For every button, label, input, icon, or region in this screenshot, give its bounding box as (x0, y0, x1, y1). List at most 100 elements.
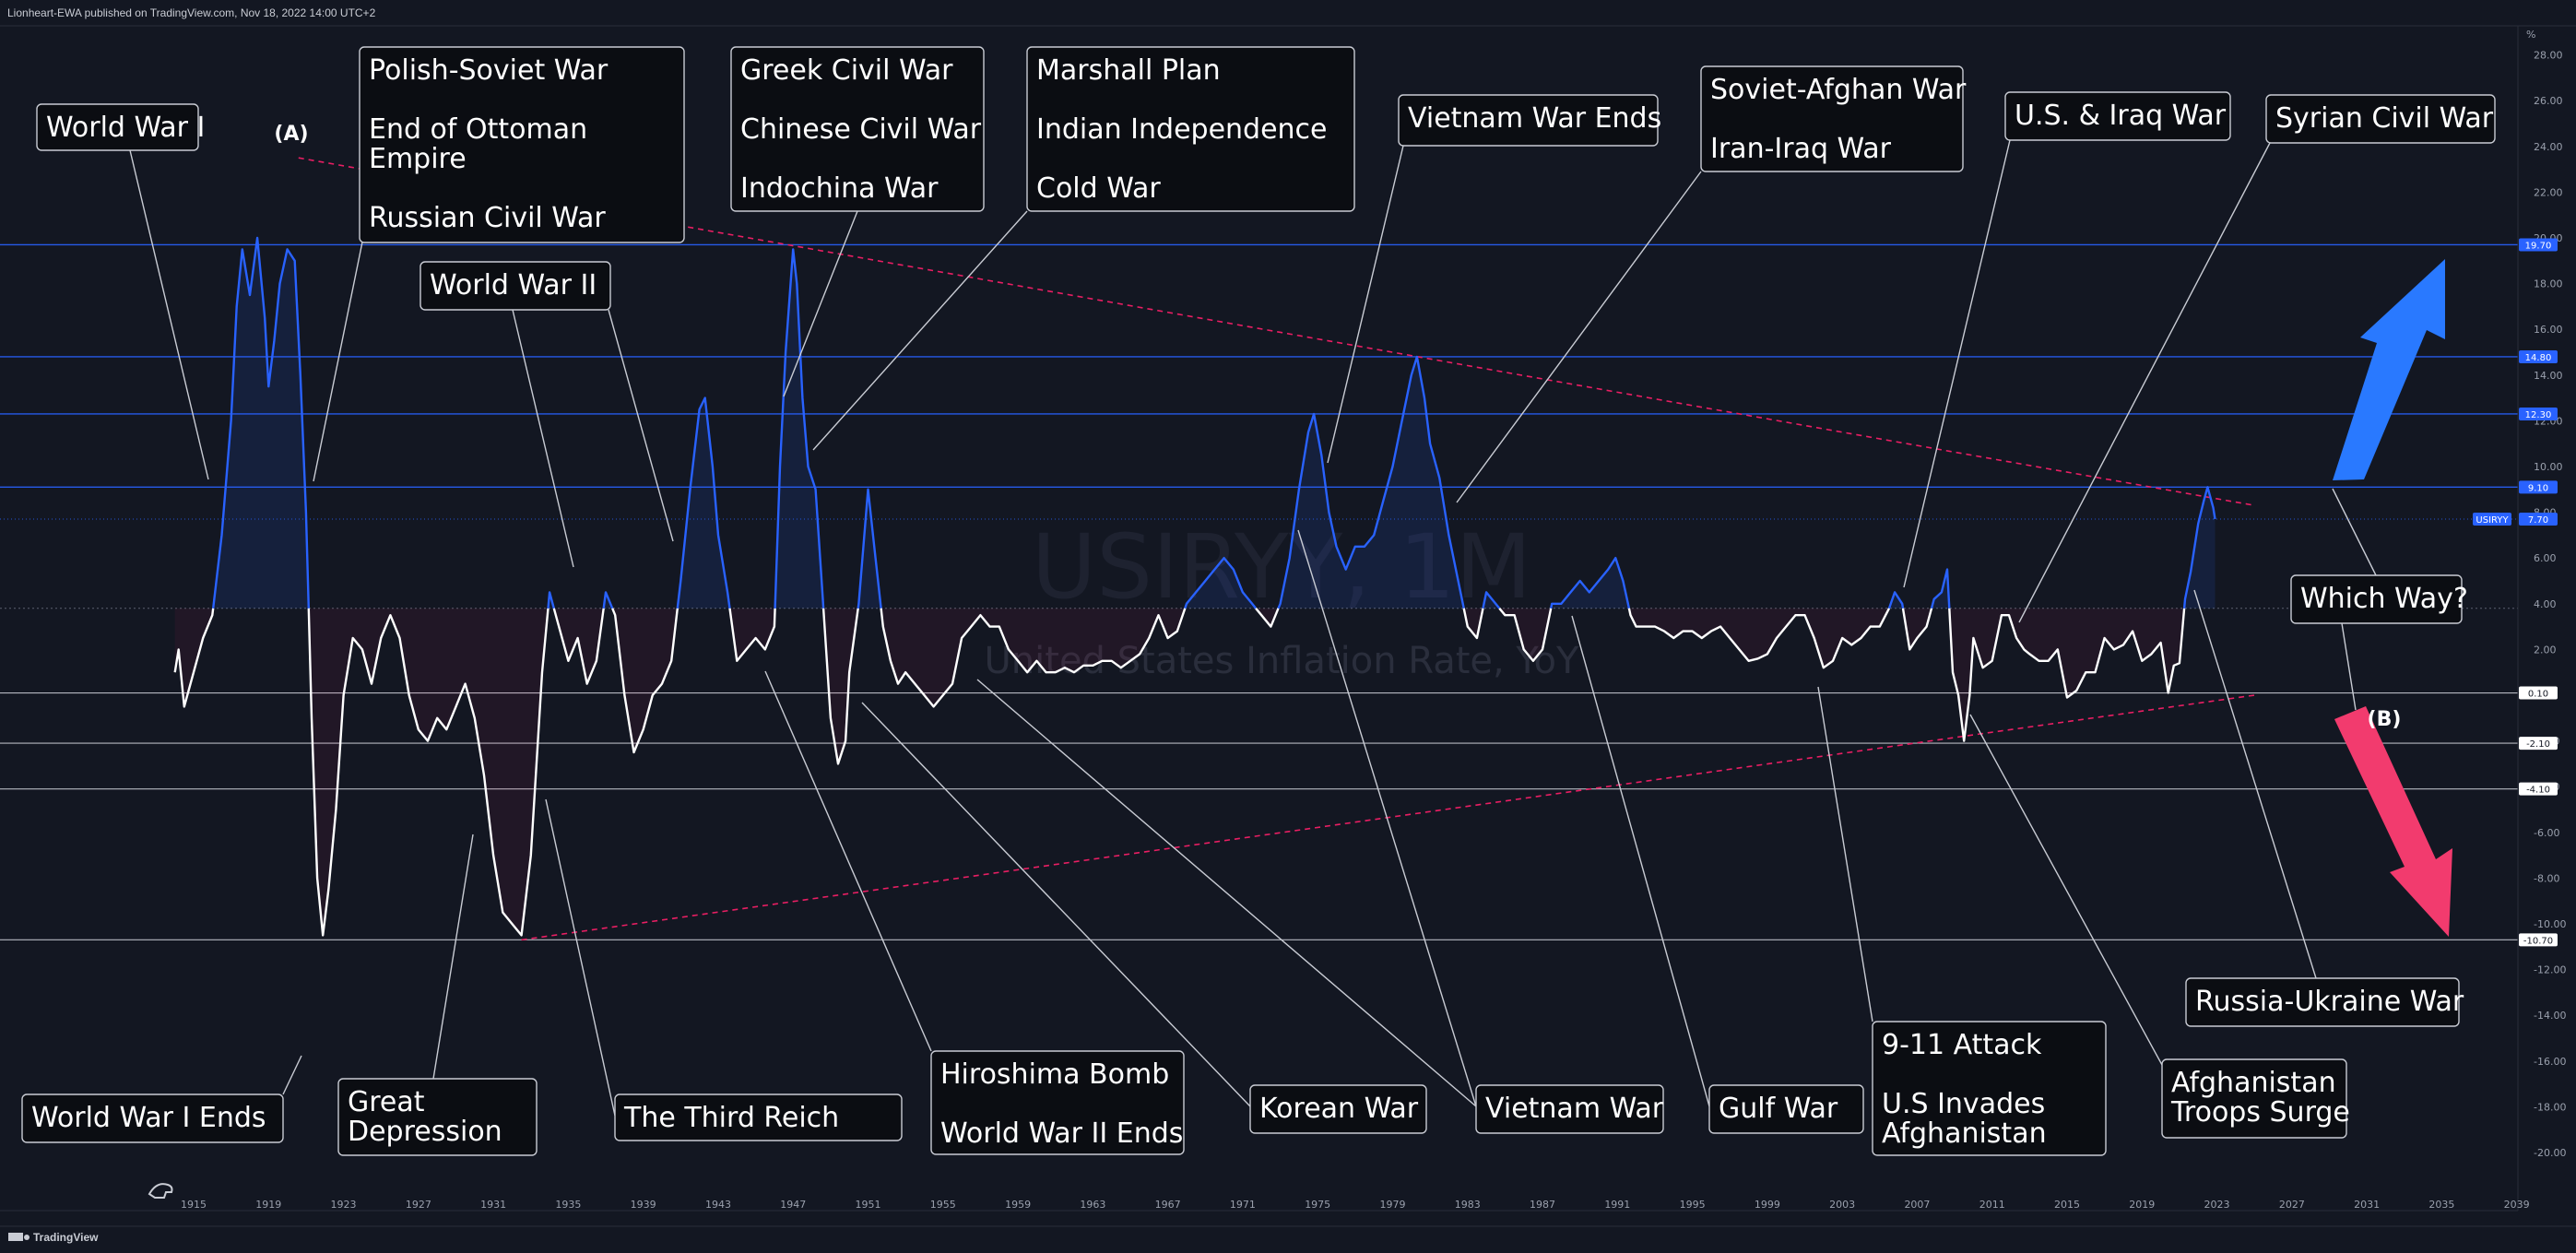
series-segment-above (2182, 486, 2216, 609)
area-fill-below (1949, 608, 2185, 741)
x-tick-label: 2003 (1829, 1199, 1855, 1211)
annotation-leader (129, 149, 209, 480)
y-tick-label: 28.00 (2534, 50, 2563, 62)
annotation-leader (432, 833, 474, 1080)
annotation-box-world-war-1 (36, 103, 199, 151)
arrow-up-icon (2333, 259, 2445, 480)
annotation-text: Iran-Iraq War (1710, 133, 1892, 165)
y-tick-label: -12.00 (2534, 964, 2566, 976)
y-tick-label: -8.00 (2534, 872, 2559, 884)
watermark-description: United States Inflation Rate, YoY (985, 640, 1580, 682)
level-badge (2519, 349, 2558, 363)
x-tick-label: 2007 (1904, 1199, 1930, 1211)
annotation-box-hiroshima (930, 1050, 1185, 1155)
annotation-text: Russia-Ukraine War (2195, 986, 2464, 1018)
series-segment-below (1901, 608, 1933, 651)
annotation-text: Marshall Plan (1036, 54, 1221, 87)
annotation-text: U.S Invades (1882, 1088, 2045, 1120)
annotation-leader (608, 309, 674, 542)
trendlines (298, 157, 2255, 941)
series-segment-above (1930, 568, 1951, 609)
annotation-box-vietnam (1475, 1084, 1664, 1134)
lower-trendline (521, 694, 2255, 941)
annotation-leader (512, 309, 574, 568)
annotation-text: Depression (348, 1116, 502, 1148)
y-axis-ticks[interactable]: 28.0026.0024.0022.0020.0018.0016.0014.00… (2534, 50, 2566, 1159)
annotation-box-great-depression (337, 1078, 538, 1156)
tradingview-footer-brand[interactable]: TradingView (33, 1231, 99, 1244)
x-tick-label: 1971 (1230, 1199, 1256, 1211)
annotation-text: World War II (430, 269, 597, 301)
annotation-leader (764, 670, 932, 1052)
upper-trendline (298, 157, 2255, 506)
annotation-text: World War I Ends (31, 1102, 266, 1134)
x-tick-label: 1987 (1530, 1199, 1555, 1211)
annotation-text: World War II Ends (940, 1117, 1183, 1150)
y-tick-label: 24.00 (2534, 141, 2563, 153)
annotation-text: Indian Independence (1036, 113, 1328, 146)
area-fill-below (553, 608, 604, 684)
x-tick-label: 1975 (1305, 1199, 1330, 1211)
tradingview-logo-icon[interactable] (8, 1233, 30, 1241)
annotation-leaders (129, 128, 2377, 1117)
annotation-text: Hiroshima Bomb (940, 1058, 1169, 1091)
annotation-text: World War I (46, 112, 205, 144)
annotation-leader (2018, 142, 2271, 623)
x-tick-label: 1963 (1080, 1199, 1105, 1211)
annotation-leader (2193, 589, 2317, 979)
wave-label-b: (B) (2368, 708, 2402, 731)
annotation-text: Gulf War (1719, 1093, 1838, 1125)
annotation-leader (976, 679, 1477, 1107)
series-segment-above (1887, 591, 1905, 609)
y-tick-label: 2.00 (2534, 644, 2557, 656)
annotation-box-afghan-surge (2161, 1058, 2347, 1139)
annotation-text: Vietnam War Ends (1408, 102, 1661, 135)
annotation-box-ww1-ends (21, 1093, 284, 1143)
x-tick-label: 2027 (2279, 1199, 2305, 1211)
x-tick-label: 1951 (856, 1199, 881, 1211)
percent-unit-label: % (2526, 29, 2535, 41)
x-axis-ticks[interactable]: 1915 1919 1923 1927 1931 1935 1939 1943 1947 1951… (181, 1199, 2530, 1211)
level-badge-text: -10.70 (2523, 936, 2553, 946)
annotation-leader (1327, 145, 1404, 464)
inflation-series (173, 236, 2216, 937)
annotation-text: End of Ottoman (369, 113, 587, 146)
annotation-text: Greek Civil War (740, 54, 953, 87)
annotation-text: Syrian Civil War (2275, 102, 2494, 135)
y-tick-label: -14.00 (2534, 1010, 2566, 1022)
x-tick-label: 1955 (930, 1199, 956, 1211)
area-fill-above (677, 397, 730, 609)
publisher-header: Lionheart-EWA published on TradingView.c… (7, 6, 376, 19)
annotation-box-polish-soviet (359, 46, 685, 243)
direction-arrows (2333, 259, 2452, 937)
level-badge-text: 19.70 (2525, 241, 2552, 251)
annotation-text: Great (348, 1086, 425, 1118)
annotation-leader (1456, 171, 1702, 503)
level-badge (2519, 480, 2558, 494)
x-tick-label: 1915 (181, 1199, 207, 1211)
level-badge (2519, 238, 2558, 252)
annotation-text: Troops Surge (2170, 1096, 2350, 1129)
series-segment-above (774, 248, 825, 609)
series-segment-below (552, 608, 605, 685)
series-segment-above (1550, 557, 1631, 609)
area-fill-above (857, 489, 881, 609)
annotation-box-which-way (2290, 574, 2463, 624)
y-tick-label: 26.00 (2534, 95, 2563, 107)
annotation-text: Soviet-Afghan War (1710, 74, 1967, 106)
annotation-leader (2341, 622, 2357, 711)
y-tick-label: 16.00 (2534, 324, 2563, 336)
annotation-box-us-iraq (2004, 91, 2231, 141)
x-tick-label: 1927 (406, 1199, 431, 1211)
series-segment-above (1184, 557, 1258, 609)
x-tick-label: 1931 (480, 1199, 506, 1211)
x-tick-label: 2023 (2204, 1199, 2230, 1211)
y-tick-label: 22.00 (2534, 186, 2563, 198)
series-segment-above (857, 488, 882, 609)
annotation-leader (545, 798, 616, 1117)
y-tick-label: 10.00 (2534, 461, 2563, 473)
series-segment-below (821, 608, 859, 765)
series-segment-above (212, 236, 310, 609)
annotation-boxes: World War I Polish-Soviet War End of Ottom… (21, 46, 2496, 1156)
